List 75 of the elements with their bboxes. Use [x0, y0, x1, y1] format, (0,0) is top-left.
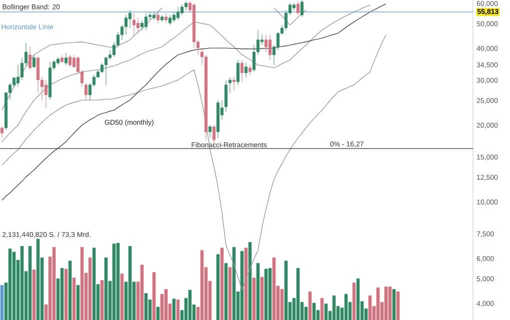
candlestick — [44, 80, 48, 108]
bar — [244, 248, 248, 320]
bar — [20, 246, 24, 320]
bar — [256, 263, 260, 320]
candlestick — [124, 14, 128, 36]
candlestick — [144, 12, 148, 30]
bar — [272, 257, 276, 320]
bar — [344, 294, 348, 320]
bar — [64, 268, 68, 320]
bar — [296, 268, 300, 320]
candlestick — [28, 46, 32, 70]
candlestick — [180, 4, 184, 16]
bar — [268, 268, 272, 320]
bar — [72, 278, 76, 320]
candlestick — [240, 60, 244, 82]
bar — [248, 242, 252, 320]
bar — [232, 246, 236, 320]
bar — [172, 298, 176, 320]
candlestick — [248, 64, 252, 76]
candlestick — [296, 0, 300, 16]
candlestick — [292, 2, 296, 10]
bar — [312, 302, 316, 320]
candlestick — [168, 14, 172, 26]
candlestick — [176, 6, 180, 20]
candlestick — [32, 54, 36, 68]
candlestick — [132, 12, 136, 36]
bar — [308, 291, 312, 320]
candlestick — [36, 56, 40, 94]
candlestick — [0, 126, 4, 138]
bar — [252, 278, 256, 320]
candlestick — [68, 54, 72, 68]
candlestick — [224, 80, 228, 112]
bar — [32, 270, 36, 320]
bar — [92, 248, 96, 320]
candlestick — [264, 34, 268, 52]
bar — [324, 304, 328, 320]
candlestick — [208, 124, 212, 138]
candlestick — [236, 60, 240, 86]
candlestick — [268, 34, 272, 60]
bar — [352, 282, 356, 320]
bar — [284, 260, 288, 320]
candlestick — [64, 52, 68, 66]
candlestick — [228, 76, 232, 94]
candlestick — [104, 56, 108, 86]
candlestick — [244, 62, 248, 78]
candlestick — [136, 18, 140, 32]
bar — [216, 254, 220, 320]
bar — [228, 267, 232, 320]
bar — [68, 260, 72, 320]
candlestick — [16, 64, 20, 88]
bar — [28, 246, 32, 320]
bar — [8, 248, 12, 320]
candlestick — [152, 12, 156, 20]
bar — [80, 246, 84, 320]
candlestick — [140, 20, 144, 30]
candlestick — [156, 12, 160, 24]
bar — [332, 296, 336, 320]
bar — [188, 290, 192, 320]
candlestick — [72, 54, 76, 68]
bar — [264, 268, 268, 320]
bar — [224, 263, 228, 320]
candlestick — [84, 82, 88, 100]
bar — [200, 250, 204, 320]
bar — [52, 246, 56, 320]
candlestick — [232, 76, 236, 90]
candlestick — [172, 12, 176, 22]
bar — [220, 248, 224, 320]
candlestick — [300, 0, 304, 18]
candlestick — [128, 10, 132, 28]
candlestick — [164, 12, 168, 24]
bar — [176, 300, 180, 320]
bar — [88, 257, 92, 320]
bar — [240, 250, 244, 320]
bar — [60, 268, 64, 320]
bar — [356, 278, 360, 320]
